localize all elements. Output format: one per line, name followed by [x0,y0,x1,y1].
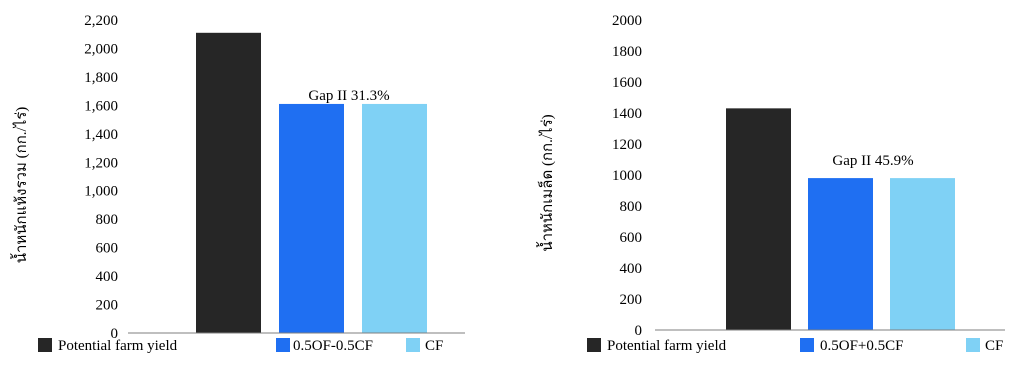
y-axis-label: น้ำหนักเมล็ด (กก./ไร่) [536,114,556,251]
y-tick-label: 2000 [612,13,642,29]
legend-swatch [587,338,601,352]
y-tick-label: 1,600 [84,98,118,114]
legend-swatch [406,338,420,352]
legend-label: CF [985,338,1003,354]
y-tick-label: 1000 [612,168,642,184]
y-tick-label: 0 [111,326,119,342]
y-tick-label: 1200 [612,137,642,153]
bar-cf [890,178,955,330]
y-tick-label: 800 [620,199,643,215]
gap-annotation: Gap II 45.9% [832,153,913,169]
bar-0-5of-0-5cf [279,103,344,333]
y-tick-label: 2,200 [84,13,118,29]
y-tick-label: 600 [620,230,643,246]
legend-label: Potential farm yield [607,338,727,354]
y-tick-label: 400 [620,261,643,277]
y-tick-label: 200 [620,292,643,308]
y-tick-label: 600 [96,241,119,257]
y-tick-label: 1,400 [84,127,118,143]
y-tick-label: 1,800 [84,70,118,86]
y-tick-label: 200 [96,298,119,314]
bar-0-5of-0-5cf [808,178,873,330]
y-tick-label: 1600 [612,75,642,91]
y-tick-label: 1400 [612,106,642,122]
legend-label: 0.5OF-0.5CF [293,338,373,354]
legend-label: CF [425,338,443,354]
y-tick-label: 1,200 [84,155,118,171]
y-tick-label: 0 [635,323,643,339]
legend-swatch [38,338,52,352]
y-tick-label: 400 [96,269,119,285]
chart-1: 0 200 400 600 800 1,000 1,200 1,400 1,600 1,800 2,… [10,13,465,354]
chart-2: 0 200 400 600 800 1000 1200 1400 1600 1800 2000 น้ำ… [536,13,1005,354]
legend-label: Potential farm yield [58,338,178,354]
bar-potential-farm-yield [196,32,261,334]
legend-swatch [800,338,814,352]
gap-annotation: Gap II 31.3% [308,88,389,104]
y-tick-label: 2,000 [84,41,118,57]
bar-cf [362,103,427,333]
legend-label: 0.5OF+0.5CF [820,338,903,354]
bar-potential-farm-yield [726,108,791,330]
y-tick-label: 1800 [612,44,642,60]
y-axis-label: น้ำหนักแห้งรวม (กก./ไร่) [10,107,30,264]
y-tick-label: 800 [96,212,119,228]
legend-swatch [276,338,290,352]
y-tick-label: 1,000 [84,184,118,200]
legend-swatch [966,338,980,352]
